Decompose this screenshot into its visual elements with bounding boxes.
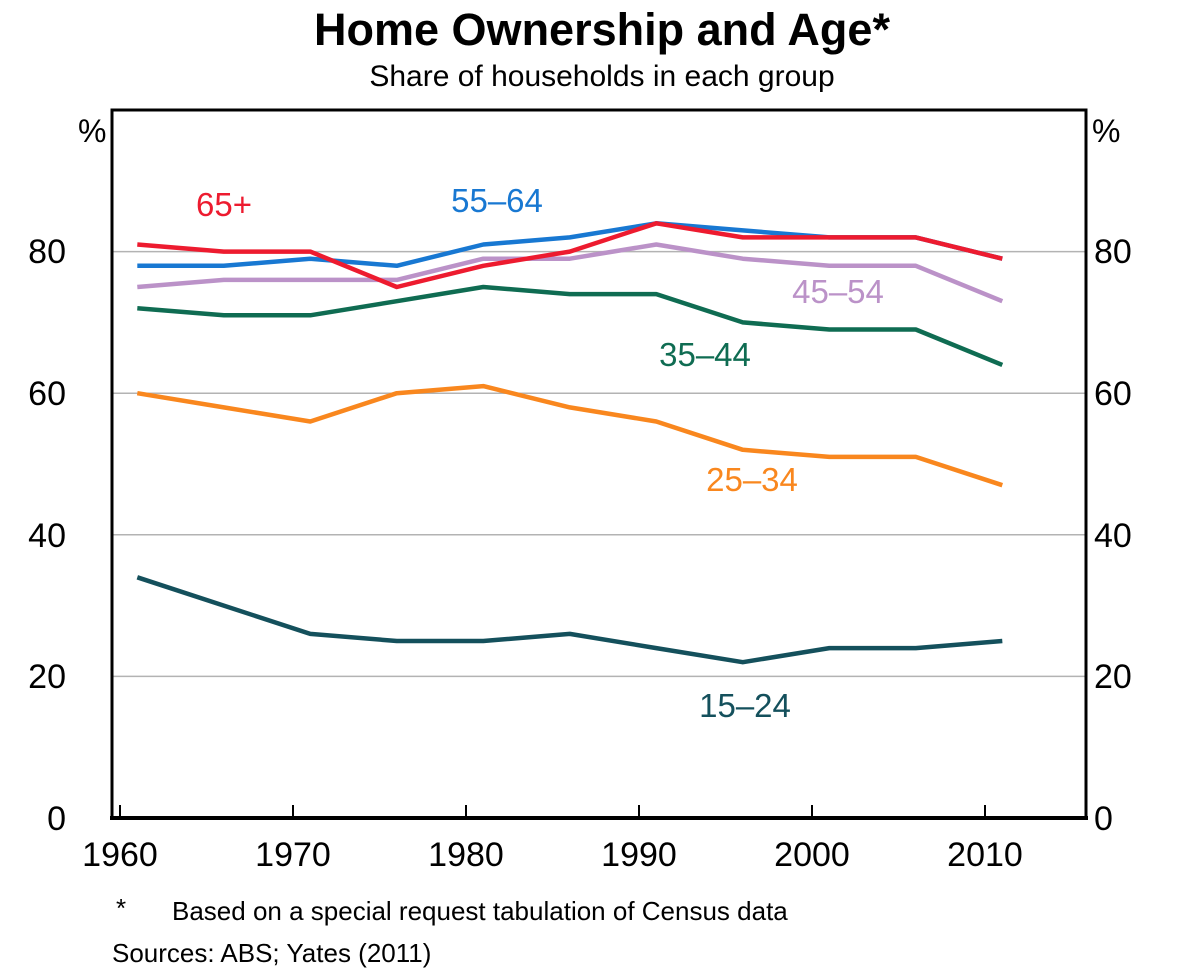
- series-label-45-54: 45–54: [792, 273, 884, 310]
- ytick-right-0: 0: [1094, 800, 1113, 838]
- ytick-left-20: 20: [28, 658, 66, 696]
- series-label-25-34: 25–34: [706, 461, 798, 498]
- series-label-35-44: 35–44: [659, 336, 751, 373]
- footnote-text: Based on a special request tabulation of…: [172, 896, 788, 926]
- series-layer: [136, 221, 1004, 665]
- axis-tick-layer: [119, 805, 986, 818]
- xtick-1960: 1960: [82, 836, 158, 874]
- chart-subtitle: Share of households in each group: [369, 60, 835, 93]
- series-label-15-24: 15–24: [699, 687, 791, 724]
- series-label-55-64: 55–64: [451, 182, 543, 219]
- xtick-1980: 1980: [428, 836, 504, 874]
- footnote-asterisk: *: [116, 893, 127, 923]
- ytick-left-0: 0: [47, 800, 66, 838]
- xtick-1990: 1990: [601, 836, 677, 874]
- ytick-right-20: 20: [1094, 658, 1132, 696]
- sources-text: Sources: ABS; Yates (2011): [112, 938, 432, 968]
- xtick-2000: 2000: [774, 836, 850, 874]
- xtick-1970: 1970: [255, 836, 331, 874]
- ytick-left-40: 40: [28, 517, 66, 555]
- ytick-left-60: 60: [28, 375, 66, 413]
- chart-title: Home Ownership and Age*: [314, 4, 890, 55]
- series-line-15–24: [136, 575, 1003, 665]
- ytick-right-80: 80: [1094, 233, 1132, 271]
- ytick-right-60: 60: [1094, 375, 1132, 413]
- series-line-25–34: [136, 383, 1003, 488]
- percent-label-right: %: [1092, 113, 1120, 149]
- percent-label-left: %: [78, 113, 106, 149]
- series-line-45–54: [137, 242, 1004, 304]
- ytick-left-80: 80: [28, 233, 66, 271]
- series-line-65+: [137, 221, 1003, 290]
- ytick-right-40: 40: [1094, 517, 1132, 555]
- xtick-2010: 2010: [947, 836, 1023, 874]
- series-label-65plus: 65+: [196, 186, 252, 223]
- series-line-35–44: [137, 284, 1004, 367]
